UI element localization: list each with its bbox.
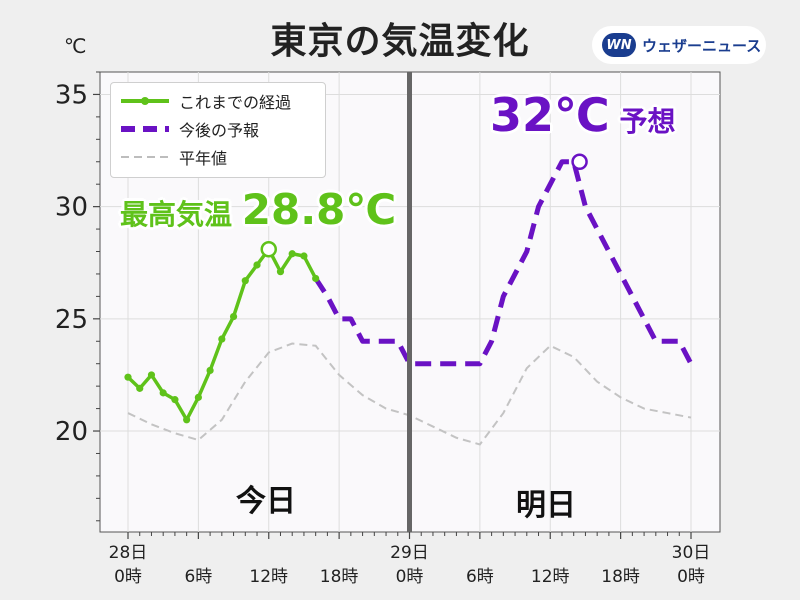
- observed-point: [300, 252, 308, 260]
- weathernews-logo-mark: WN: [602, 33, 636, 57]
- forecast-high-label: 予想: [619, 105, 676, 138]
- weathernews-logo: WN ウェザーニュース: [592, 26, 766, 64]
- forecast-high-value: 32℃: [490, 88, 610, 142]
- legend-label-observed: これまでの経過: [179, 93, 292, 112]
- y-axis-unit: ℃: [64, 34, 87, 58]
- legend-swatch-forecast: [121, 126, 169, 132]
- observed-point: [171, 396, 179, 404]
- x-tick-label: 18時: [601, 567, 640, 587]
- y-tick-label: 30: [55, 193, 88, 223]
- highlight-point: [571, 153, 588, 171]
- max-temp-annotation: 最高気温 28.8℃: [120, 185, 396, 234]
- observed-point: [218, 335, 226, 343]
- forecast-series: [313, 159, 694, 367]
- highlight-point: [260, 241, 277, 258]
- legend-label-normal: 平年値: [179, 149, 228, 168]
- observed-point: [288, 250, 296, 258]
- observed-point: [312, 274, 320, 283]
- legend-item-forecast: 今後の予報: [111, 117, 259, 141]
- observed-point: [159, 389, 167, 397]
- x-tick-label: 29日 0時: [390, 543, 429, 587]
- x-tick-label: 12時: [249, 567, 288, 587]
- observed-point: [229, 312, 238, 321]
- observed-point: [136, 384, 144, 392]
- y-tick-label: 20: [55, 417, 88, 447]
- observed-point: [253, 261, 261, 269]
- legend-item-normal: 平年値: [111, 145, 227, 169]
- highlight-markers: [260, 153, 588, 258]
- x-tick-label: 28日 0時: [109, 543, 148, 587]
- legend-label-forecast: 今後の予報: [179, 121, 260, 140]
- y-axis-ticks: 20 25 30 35: [55, 71, 100, 522]
- max-temp-label: 最高気温: [120, 198, 233, 231]
- observed-point: [147, 371, 156, 379]
- forecast-annotation: 32℃ 予想: [490, 88, 675, 142]
- forecast-line: [313, 159, 694, 367]
- max-temp-value: 28.8℃: [241, 185, 397, 234]
- chart-title: 東京の気温変化: [270, 21, 530, 62]
- observed-point: [206, 366, 214, 375]
- observed-point: [183, 416, 191, 424]
- today-label: 今日: [236, 484, 296, 519]
- observed-point: [276, 268, 285, 276]
- x-tick-label: 6時: [184, 567, 212, 587]
- observed-point: [124, 373, 132, 381]
- tomorrow-label: 明日: [516, 488, 576, 523]
- x-tick-label: 12時: [531, 567, 570, 587]
- observed-point: [241, 277, 249, 285]
- x-tick-label: 30日 0時: [672, 543, 711, 587]
- chart-legend: これまでの経過 今後の予報 平年値: [110, 82, 326, 178]
- y-tick-label: 25: [55, 305, 88, 335]
- x-axis-ticks: 28日 0時 6時 12時 18時 29日 0時 6時 12時 18時 30日 0時: [109, 532, 711, 587]
- observed-point: [194, 393, 202, 401]
- legend-swatch-normal: [121, 156, 169, 158]
- y-tick-label: 35: [55, 80, 88, 110]
- legend-item-observed: これまでの経過: [111, 89, 291, 113]
- weathernews-logo-text: ウェザーニュース: [642, 36, 762, 55]
- legend-swatch-observed: [121, 97, 169, 105]
- x-tick-label: 18時: [320, 567, 359, 587]
- x-tick-label: 6時: [466, 567, 494, 587]
- observed-series: [124, 245, 320, 424]
